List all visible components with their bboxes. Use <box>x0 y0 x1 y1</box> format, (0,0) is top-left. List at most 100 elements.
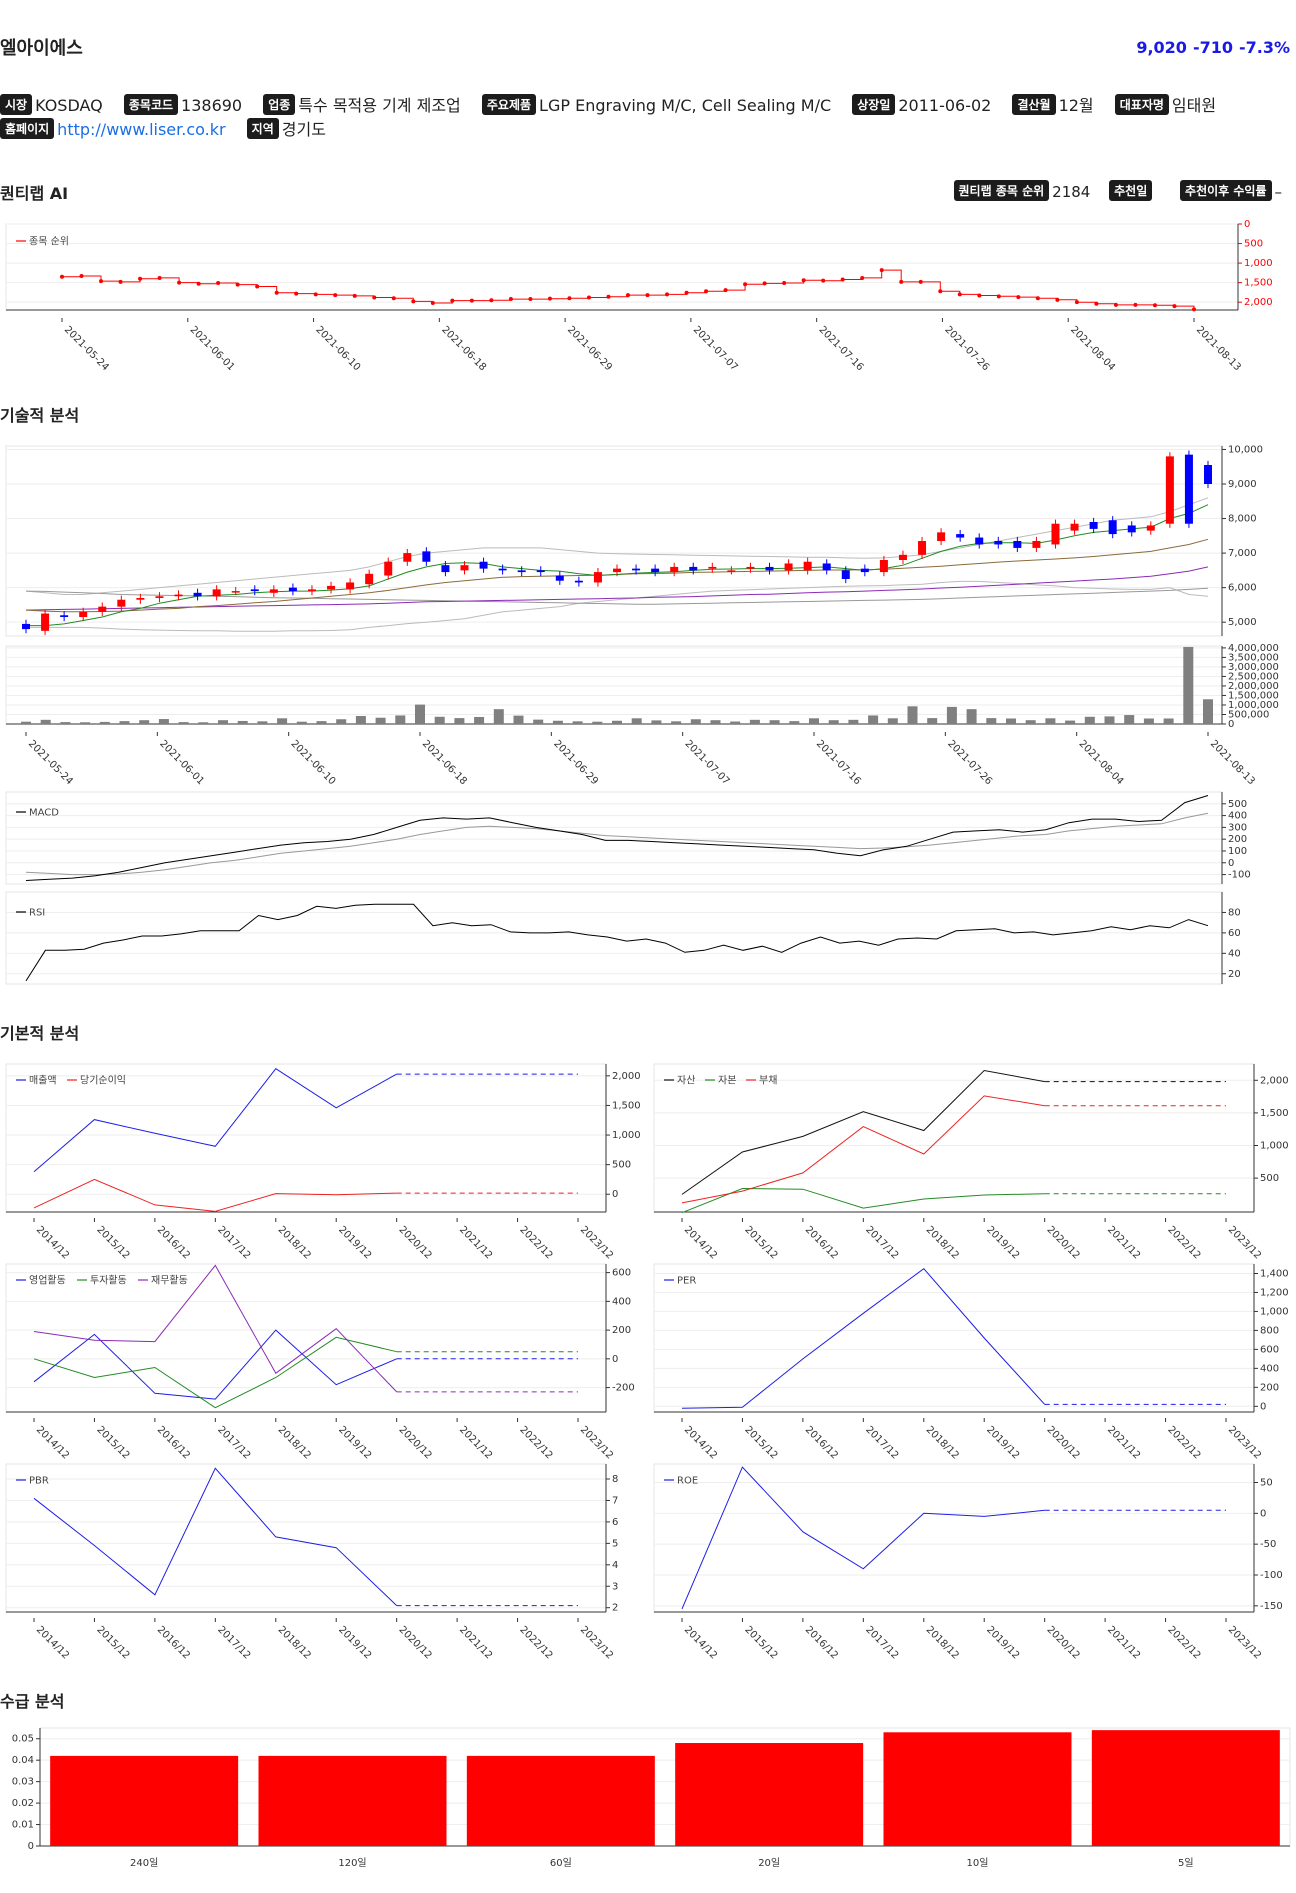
balance-x-tick-label: 2017/12 <box>863 1224 900 1260</box>
volume-bar <box>612 720 622 724</box>
pbr-x-tick-label: 2017/12 <box>215 1624 252 1660</box>
rank-point <box>1074 300 1079 305</box>
candle-body <box>727 570 736 572</box>
candle-body <box>574 580 583 583</box>
rsi-y-tick-label: 40 <box>1228 948 1241 959</box>
supply-plot-area <box>39 1727 1291 1847</box>
volume-bar <box>99 721 110 724</box>
rank-plot-area <box>5 223 1239 311</box>
volume-y-tick-label: 500,000 <box>1228 709 1269 720</box>
cashflow-y-tick-label: 200 <box>612 1325 631 1336</box>
per-plot-area <box>653 1263 1255 1413</box>
rank-point <box>313 292 318 297</box>
per-legend-label: PER <box>677 1276 696 1287</box>
volume-bar <box>907 706 918 724</box>
candle-y-tick-label: 5,000 <box>1228 617 1257 628</box>
supply-bar <box>1091 1730 1280 1846</box>
candle-body <box>1204 465 1212 484</box>
section-supply: 수급 분석 <box>0 1692 65 1711</box>
rsi-legend-label: RSI <box>29 908 45 919</box>
pbr-x-tick-label: 2020/12 <box>397 1624 434 1660</box>
supply-y-tick-label: 0.01 <box>12 1820 34 1831</box>
rank-point <box>1152 303 1157 308</box>
volume-bar <box>868 715 879 724</box>
rank-y-tick-label: 0 <box>1244 219 1250 230</box>
macd-plot-area <box>5 791 1223 885</box>
macd-line <box>25 795 1209 881</box>
volume-x-tick-label: 2021-08-13 <box>1208 738 1257 787</box>
volume-bar <box>1203 699 1213 724</box>
candle-bb_dn-line <box>26 580 1209 632</box>
volume-bar <box>1006 718 1016 724</box>
balance-legend-label: 자본 <box>718 1075 736 1087</box>
volume-x-tick-label: 2021-05-24 <box>26 738 75 787</box>
rank-point <box>1133 302 1138 307</box>
candle-body <box>613 568 621 573</box>
rank-point <box>1055 297 1060 302</box>
per-y-tick-label: 400 <box>1260 1363 1279 1374</box>
cashflow-x-tick-label: 2023/12 <box>578 1424 615 1460</box>
balance-y-tick-label: 500 <box>1260 1173 1279 1184</box>
candle-body <box>365 573 374 585</box>
roe-x-tick-label: 2016/12 <box>803 1624 840 1660</box>
candle-body <box>689 566 698 571</box>
candle-body <box>994 541 1003 545</box>
volume-y-tick-label: 3,500,000 <box>1228 652 1279 663</box>
candle-body <box>460 565 469 571</box>
macd-y-tick-label: 400 <box>1228 811 1247 822</box>
cashflow-x-tick-label: 2015/12 <box>94 1424 131 1460</box>
ceo-tag: 대표자명 <box>1114 94 1169 115</box>
volume-x-tick-label: 2021-07-16 <box>814 738 863 787</box>
pbr-x-tick-label: 2021/12 <box>457 1624 494 1660</box>
per-x-tick-label: 2014/12 <box>682 1424 719 1460</box>
volume-y-tick-label: 2,500,000 <box>1228 671 1279 682</box>
roe-x-tick-label: 2017/12 <box>863 1624 900 1660</box>
rank-value: 2184 <box>1052 183 1091 201</box>
supply-x-tick-label: 10일 <box>967 1857 989 1869</box>
homepage-link[interactable]: http://www.liser.co.kr <box>57 120 226 139</box>
income-x-tick-label: 2018/12 <box>276 1224 313 1260</box>
supply-bar <box>883 1732 1072 1846</box>
candle-body <box>670 566 679 573</box>
rank-x-tick-label: 2021-08-04 <box>1068 324 1117 370</box>
rank-point <box>743 282 748 287</box>
market-value: KOSDAQ <box>35 96 103 115</box>
balance-x-tick-label: 2020/12 <box>1045 1224 1082 1260</box>
volume-y-tick-label: 0 <box>1228 719 1234 730</box>
cashflow-x-tick-label: 2021/12 <box>457 1424 494 1460</box>
section-quant: 퀀티랩 AI <box>0 184 69 203</box>
balance-x-tick-label: 2018/12 <box>924 1224 961 1260</box>
per-x-tick-label: 2021/12 <box>1105 1424 1142 1460</box>
income-x-tick-label: 2023/12 <box>578 1224 615 1260</box>
per-y-tick-label: 1,400 <box>1260 1268 1289 1279</box>
pbr-y-tick-label: 6 <box>612 1517 618 1528</box>
volume-bar <box>1124 715 1135 724</box>
supply-y-tick-label: 0.02 <box>12 1798 34 1809</box>
per-x-tick-label: 2019/12 <box>984 1424 1021 1460</box>
income-x-tick-label: 2015/12 <box>94 1224 131 1260</box>
candle-y-tick-label: 7,000 <box>1228 548 1257 559</box>
volume-bar <box>119 721 130 724</box>
candle-body <box>288 587 297 592</box>
rank-y-tick-label: 1,000 <box>1244 258 1273 269</box>
supply-x-tick-label: 60일 <box>550 1857 572 1869</box>
per-x-tick-label: 2020/12 <box>1045 1424 1082 1460</box>
rank-chart: 0 500 1,000 1,500 2,000 2021-05-24 2021-06-01 2… <box>5 219 1273 370</box>
rank-y-tick-label: 1,500 <box>1244 278 1273 289</box>
industry-tag: 업종 <box>263 94 296 115</box>
pbr-x-tick-label: 2022/12 <box>517 1624 554 1660</box>
volume-bar <box>454 718 465 724</box>
volume-bar <box>218 720 228 724</box>
rank-point <box>216 281 221 286</box>
rank-point <box>782 281 787 286</box>
volume-x-tick-label: 2021-07-26 <box>945 738 994 787</box>
macd-y-tick-label: 300 <box>1228 822 1247 833</box>
candle-y-tick-label: 10,000 <box>1228 444 1263 455</box>
income-series-line <box>33 1068 397 1173</box>
pbr-series-line <box>33 1467 398 1606</box>
rec-return-value: – <box>1274 183 1283 201</box>
section-fundamental: 기본적 분석 <box>0 1024 80 1043</box>
rank-point <box>606 294 611 299</box>
candle-body <box>803 561 812 571</box>
cashflow-y-tick-label: 0 <box>612 1354 618 1365</box>
